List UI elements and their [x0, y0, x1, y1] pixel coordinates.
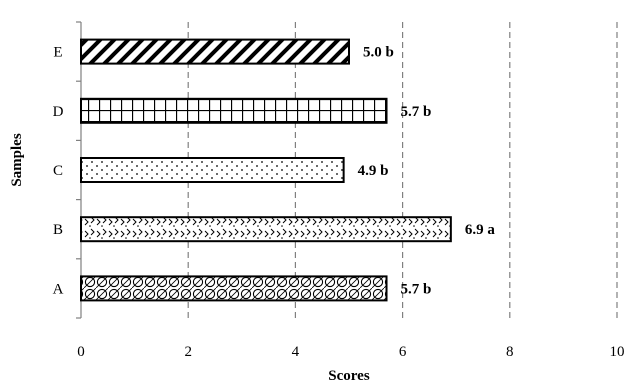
- category-label-D: D: [53, 104, 64, 120]
- labels: 0 2 4 6 8 10 A 5.7 b B 6.9 a C 4.9 b D 5.7 b E 5.0 b: [53, 45, 625, 360]
- y-axis-title: Samples: [9, 133, 25, 187]
- data-label-A: 5.7 b: [401, 281, 432, 297]
- x-tick-label-10: 10: [610, 344, 625, 360]
- data-label-C: 4.9 b: [358, 163, 389, 179]
- x-tick-label-6: 6: [399, 344, 407, 360]
- x-tick-label-4: 4: [292, 344, 300, 360]
- bar-B: [80, 216, 452, 243]
- x-tick-label-0: 0: [77, 344, 85, 360]
- x-tick-label-8: 8: [506, 344, 514, 360]
- data-label-D: 5.7 b: [401, 104, 432, 120]
- category-label-C: C: [53, 163, 63, 179]
- data-label-B: 6.9 a: [465, 222, 496, 238]
- bar-C: [80, 157, 345, 183]
- x-tick-label-2: 2: [184, 344, 192, 360]
- bar-E: [80, 38, 350, 65]
- bar-A: [80, 275, 388, 302]
- bars: [80, 38, 452, 302]
- category-label-E: E: [53, 45, 62, 61]
- x-axis-title: Scores: [328, 368, 370, 383]
- category-label-B: B: [53, 222, 63, 238]
- data-label-E: 5.0 b: [363, 45, 394, 61]
- category-label-A: A: [53, 281, 64, 297]
- bar-D: [80, 97, 388, 124]
